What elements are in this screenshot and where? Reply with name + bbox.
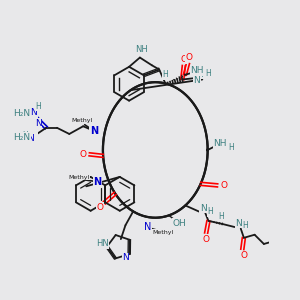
Text: H: H xyxy=(205,69,211,78)
Text: O: O xyxy=(96,203,103,212)
Text: H: H xyxy=(218,212,224,221)
Text: H: H xyxy=(197,70,203,79)
Text: H₂N: H₂N xyxy=(13,133,30,142)
Text: H: H xyxy=(36,102,41,111)
Text: H: H xyxy=(242,221,248,230)
Text: NH: NH xyxy=(190,67,204,76)
Text: O: O xyxy=(185,52,192,62)
Text: H: H xyxy=(22,131,28,140)
Text: O: O xyxy=(80,150,87,159)
Text: O: O xyxy=(240,251,247,260)
Text: N: N xyxy=(27,134,34,143)
Text: N: N xyxy=(31,108,37,117)
Text: Methyl: Methyl xyxy=(68,175,89,180)
Text: N: N xyxy=(93,177,101,187)
Ellipse shape xyxy=(104,84,206,216)
Text: H: H xyxy=(162,70,168,79)
Text: N: N xyxy=(144,223,152,232)
Text: H: H xyxy=(207,207,213,216)
Text: N: N xyxy=(235,219,242,228)
Text: N: N xyxy=(90,126,98,136)
Text: N: N xyxy=(122,253,129,262)
Text: O: O xyxy=(220,181,227,190)
Text: Methyl: Methyl xyxy=(152,230,174,235)
Text: OH: OH xyxy=(173,219,187,228)
Text: Methyl: Methyl xyxy=(71,118,92,123)
Text: O: O xyxy=(202,235,210,244)
Text: HN: HN xyxy=(96,239,109,248)
Text: N: N xyxy=(194,76,200,85)
Text: N: N xyxy=(200,204,206,213)
Text: NH: NH xyxy=(135,45,148,54)
Text: H₂N: H₂N xyxy=(13,110,30,118)
Text: H: H xyxy=(228,143,234,152)
Text: O: O xyxy=(180,55,187,64)
Text: NH: NH xyxy=(213,139,227,148)
Text: N: N xyxy=(35,119,42,128)
